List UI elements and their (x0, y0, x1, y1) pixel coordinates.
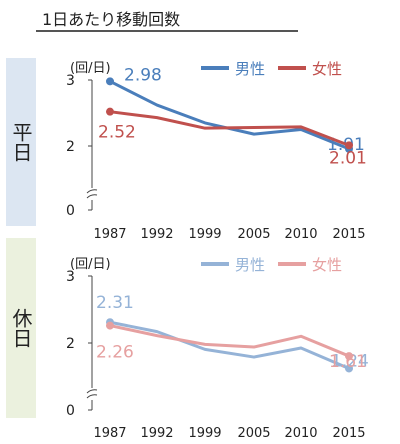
panel-weekday: 平日 (6, 58, 36, 226)
y-tick-label: 0 (66, 203, 75, 219)
x-tick-label: 2015 (332, 227, 365, 242)
panel-weekday-label: 平日 (9, 122, 33, 162)
panel-holiday: 休日 (6, 238, 36, 418)
data-label-first: 2.98 (124, 65, 162, 85)
x-tick-label: 1992 (140, 426, 173, 441)
legend-label-0: 男性 (235, 256, 265, 274)
axis-break-mark (86, 389, 98, 399)
data-point-last (345, 141, 353, 150)
data-point-first (106, 77, 114, 86)
data-point-first (106, 321, 114, 330)
data-label-first: 2.31 (96, 293, 134, 313)
data-label-last: 1.61 (329, 352, 367, 372)
y-tick-label: 2 (66, 336, 75, 352)
y-tick-label: 0 (66, 403, 75, 419)
axis-break-mark (86, 189, 98, 199)
chart-title: 1日あたり移動回数 (42, 10, 181, 29)
x-tick-label: 2010 (284, 227, 317, 242)
series-line-0 (109, 320, 350, 370)
y-axis-label: (回/日) (70, 61, 111, 76)
legend-label-1: 女性 (312, 256, 342, 274)
data-label-first: 2.52 (98, 123, 136, 143)
x-tick-label: 2015 (332, 426, 365, 441)
title-underline (36, 30, 298, 32)
x-tick-label: 1987 (93, 426, 126, 441)
legend-label-0: 男性 (235, 60, 265, 78)
series-line-1 (109, 324, 350, 358)
y-tick-label: 3 (66, 269, 75, 285)
x-tick-label: 1999 (188, 426, 221, 441)
data-point-last (345, 352, 353, 361)
panel-holiday-label: 休日 (9, 308, 33, 348)
data-label-first: 2.26 (96, 343, 134, 363)
data-point-last (345, 364, 353, 373)
x-tick-label: 1999 (188, 227, 221, 242)
y-axis-label: (回/日) (70, 257, 111, 272)
data-label-last: 1.24 (331, 351, 369, 371)
y-tick-label: 3 (66, 73, 75, 89)
legend-label-1: 女性 (312, 60, 342, 78)
x-tick-label: 2005 (237, 426, 270, 441)
data-point-first (106, 107, 114, 116)
series-line-1 (109, 110, 350, 147)
x-tick-label: 1992 (140, 227, 173, 242)
x-tick-label: 1987 (93, 227, 126, 242)
data-label-last: 2.01 (329, 148, 367, 168)
y-tick-label: 2 (66, 139, 75, 155)
x-tick-label: 2010 (284, 426, 317, 441)
x-tick-label: 2005 (237, 227, 270, 242)
